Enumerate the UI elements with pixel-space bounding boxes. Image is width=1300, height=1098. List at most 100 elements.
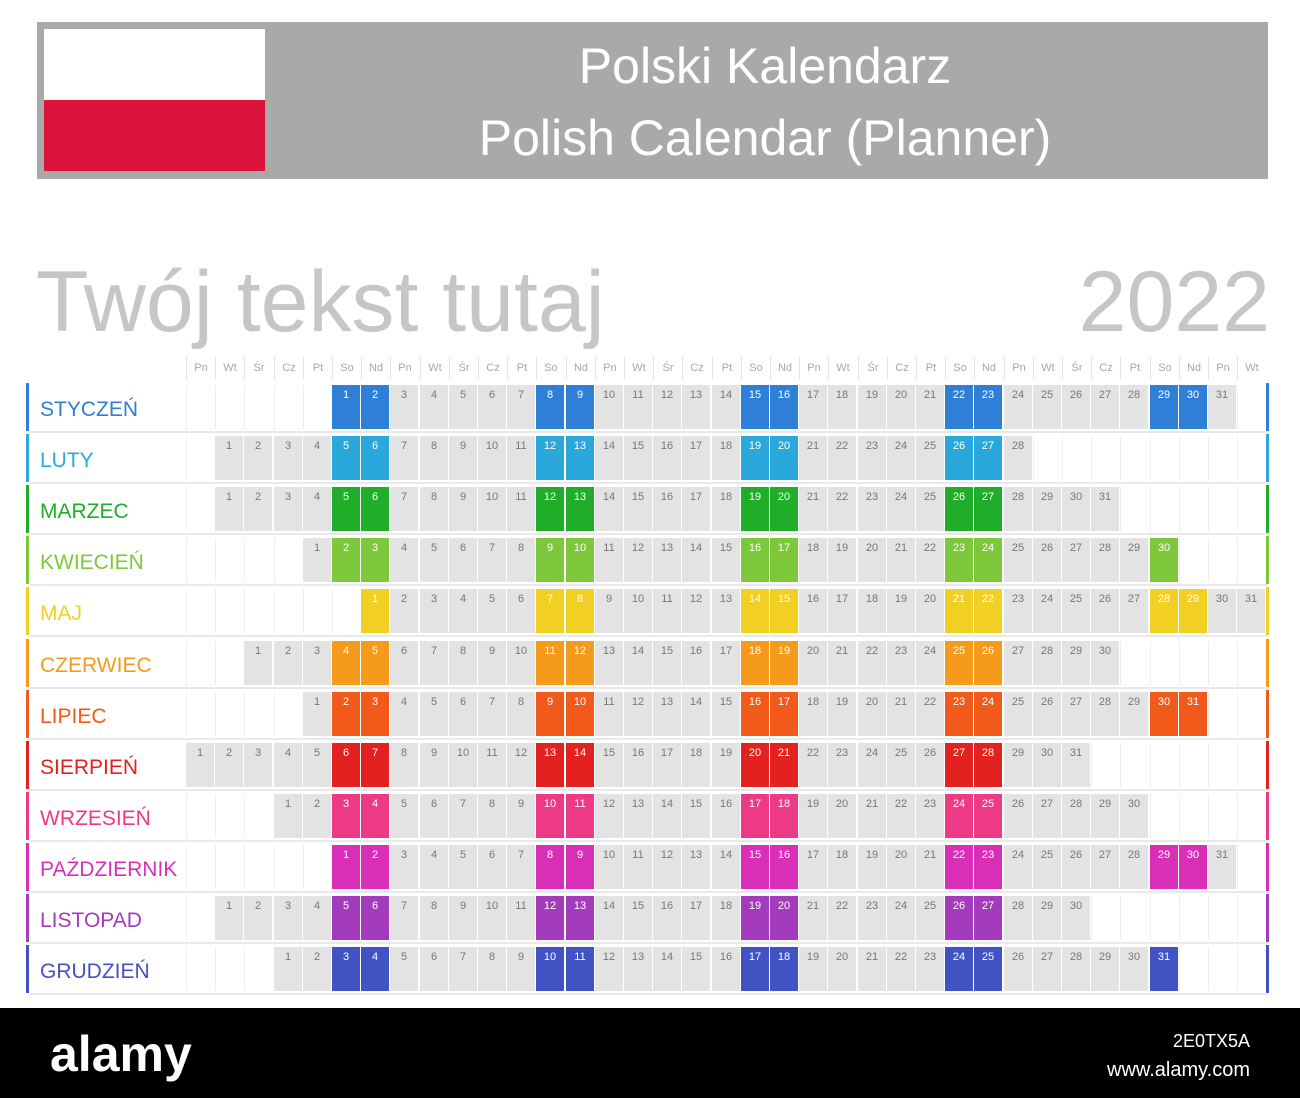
month-name: LISTOPAD [40, 909, 142, 932]
day-cell: 11 [653, 589, 681, 633]
day-cell: 18 [712, 436, 740, 480]
empty-cell [1237, 385, 1265, 429]
weekend-day-cell: 14 [741, 589, 769, 633]
empty-cell [215, 845, 243, 889]
day-cell: 15 [682, 947, 710, 991]
empty-cell [244, 538, 272, 582]
day-cell: 2 [244, 436, 272, 480]
day-cell: 8 [420, 436, 448, 480]
empty-cell [1120, 743, 1148, 787]
day-cell: 25 [1004, 692, 1032, 736]
weekday-header-cell: Pn [799, 356, 828, 380]
day-cell: 31 [1237, 589, 1265, 633]
day-cell: 15 [712, 692, 740, 736]
month-color-bar-right [1266, 383, 1269, 431]
day-cell: 30 [1091, 641, 1119, 685]
row-separator [30, 482, 1268, 484]
month-color-bar [26, 383, 29, 431]
day-cell: 10 [478, 436, 506, 480]
day-cell: 7 [478, 692, 506, 736]
day-cell: 10 [507, 641, 535, 685]
weekday-header-cell: Nd [974, 356, 1003, 380]
day-cell: 24 [1004, 385, 1032, 429]
day-cell: 29 [1033, 896, 1061, 940]
day-cell: 1 [215, 896, 243, 940]
weekend-day-cell: 1 [361, 589, 389, 633]
empty-cell [1208, 487, 1236, 531]
day-cell: 21 [858, 794, 886, 838]
day-cell: 13 [595, 641, 623, 685]
day-cell: 9 [507, 794, 535, 838]
day-cell: 7 [420, 641, 448, 685]
day-cell: 24 [858, 743, 886, 787]
month-name: CZERWIEC [40, 654, 152, 677]
day-cell: 25 [1004, 538, 1032, 582]
weekend-day-cell: 25 [945, 641, 973, 685]
weekend-day-cell: 19 [741, 896, 769, 940]
weekend-day-cell: 31 [1179, 692, 1207, 736]
empty-cell [274, 589, 302, 633]
empty-cell [1208, 692, 1236, 736]
day-cell: 25 [1033, 845, 1061, 889]
month-row: STYCZEŃ 1 2 3 4 5 6 7 8 9 10 11 12 13 14 15 16 17 18 19 20 21… [0, 383, 1300, 433]
day-cell: 8 [507, 538, 535, 582]
day-cell: 30 [1120, 794, 1148, 838]
day-cell: 31 [1208, 845, 1236, 889]
empty-cell [303, 385, 331, 429]
weekend-day-cell: 23 [945, 692, 973, 736]
weekday-header-cell: Śr [244, 356, 273, 380]
weekend-day-cell: 3 [332, 947, 360, 991]
weekend-day-cell: 31 [1150, 947, 1178, 991]
month-row: MARZEC 1 2 3 4 5 6 7 8 9 10 11 12 13 14 15 16 17 18 19 20 21 2… [0, 485, 1300, 535]
weekend-day-cell: 27 [945, 743, 973, 787]
day-cell: 1 [186, 743, 214, 787]
weekend-day-cell: 12 [566, 641, 594, 685]
day-cell: 13 [682, 385, 710, 429]
day-cell: 1 [215, 436, 243, 480]
empty-cell [274, 385, 302, 429]
day-cell: 27 [1062, 538, 1090, 582]
month-color-bar-right [1266, 945, 1269, 993]
weekend-day-cell: 5 [332, 436, 360, 480]
day-cell: 12 [682, 589, 710, 633]
day-cell: 16 [712, 794, 740, 838]
weekday-header-cell: Cz [274, 356, 303, 380]
day-cell: 30 [1208, 589, 1236, 633]
month-color-bar [26, 587, 29, 635]
day-cell: 20 [828, 947, 856, 991]
weekend-day-cell: 9 [536, 538, 564, 582]
weekend-day-cell: 16 [770, 385, 798, 429]
day-cell: 17 [799, 385, 827, 429]
weekend-day-cell: 3 [361, 538, 389, 582]
day-cell: 8 [420, 896, 448, 940]
empty-cell [1237, 487, 1265, 531]
row-separator [30, 840, 1268, 842]
weekend-day-cell: 30 [1150, 538, 1178, 582]
weekday-header-cell: So [1150, 356, 1179, 380]
weekend-day-cell: 21 [770, 743, 798, 787]
day-cell: 13 [653, 538, 681, 582]
day-cell: 8 [478, 947, 506, 991]
day-cell: 26 [916, 743, 944, 787]
day-cell: 19 [799, 947, 827, 991]
weekend-day-cell: 15 [770, 589, 798, 633]
weekend-day-cell: 5 [332, 896, 360, 940]
day-cell: 28 [1120, 845, 1148, 889]
weekend-day-cell: 22 [974, 589, 1002, 633]
weekend-day-cell: 19 [770, 641, 798, 685]
month-row: GRUDZIEŃ 1 2 3 4 5 6 7 8 9 10 11 12 13 14 15 16 17 18 19 20 2… [0, 945, 1300, 995]
month-row: LIPIEC 1 2 3 4 5 6 7 8 9 10 11 12 13 14 15 16 17 18 19 20 21 2… [0, 690, 1300, 740]
day-cell: 14 [682, 692, 710, 736]
weekday-header-cell: So [332, 356, 361, 380]
month-color-bar-right [1266, 741, 1269, 789]
day-cell: 6 [420, 947, 448, 991]
day-cell: 16 [682, 641, 710, 685]
weekday-header-cell: Pn [390, 356, 419, 380]
empty-cell [186, 896, 214, 940]
day-cell: 14 [595, 487, 623, 531]
weekend-day-cell: 23 [974, 845, 1002, 889]
month-color-bar [26, 741, 29, 789]
day-cell: 16 [712, 947, 740, 991]
day-cell: 21 [887, 538, 915, 582]
day-cell: 29 [1091, 947, 1119, 991]
